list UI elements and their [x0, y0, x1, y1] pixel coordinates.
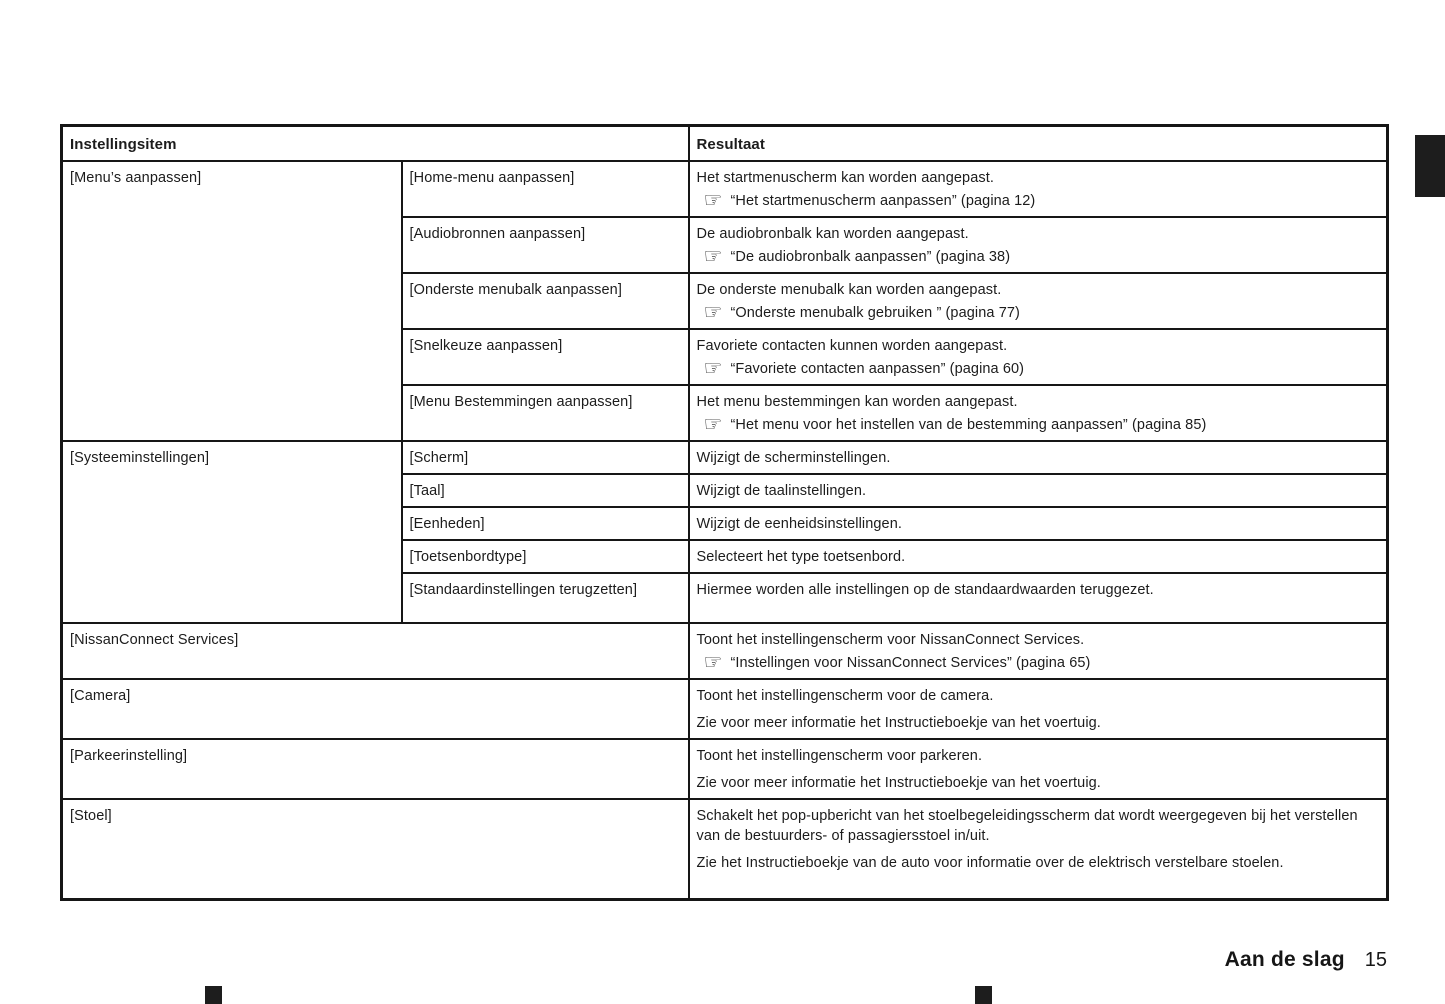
table-header-instellingsitem: Instellingsitem [60, 124, 690, 162]
setting-item-cell: [Audiobronnen aanpassen] [400, 216, 690, 274]
result-cell: De onderste menubalk kan worden aangepas… [687, 272, 1389, 330]
table-row: [Eenheden] Wijzigt de eenheidsinstellinge… [62, 506, 1389, 541]
result-text: Schakelt het pop-upbericht van het stoel… [696, 808, 1358, 844]
result-cell: Selecteert het type toetsenbord. [687, 539, 1389, 574]
table-row: [Parkeerinstelling] Toont het instellinge… [60, 738, 1389, 800]
bottom-print-marker-right [975, 986, 992, 1004]
page-reference-icon: ☞ [703, 412, 723, 436]
footer-section-title: Aan de slag [1224, 948, 1345, 971]
result-cell: Hiermee worden alle instellingen op de s… [687, 572, 1389, 624]
setting-item-cell: [Eenheden] [400, 506, 690, 541]
result-cell: Favoriete contacten kunnen worden aangep… [687, 328, 1389, 386]
footer-page-number: 15 [1364, 949, 1387, 971]
result-text: Zie het Instructieboekje van de auto voo… [696, 855, 1284, 871]
setting-group-cell: [Menu’s aanpassen] [60, 160, 403, 442]
page-reference-text: “De audiobronbalk aanpassen” (pagina 38) [730, 249, 1011, 265]
setting-item-cell: [Onderste menubalk aanpassen] [400, 272, 690, 330]
table-row: [Menu’s aanpassen] [Home-menu aanpassen] H… [60, 160, 1389, 442]
settings-table-body: [Menu’s aanpassen] [Home-menu aanpassen] H… [60, 160, 1389, 900]
table-header-row: Instellingsitem Resultaat [60, 124, 1389, 162]
result-text: Favoriete contacten kunnen worden aangep… [696, 338, 1008, 354]
setting-item-cell: [Parkeerinstelling] [60, 738, 690, 800]
result-cell: Het menu bestemmingen kan worden aangepa… [687, 384, 1389, 442]
page-reference-line: ☞ “De audiobronbalk aanpassen” (pagina 38… [697, 244, 1379, 268]
setting-item-cell: [Snelkeuze aanpassen] [400, 328, 690, 386]
setting-item-cell: [Menu Bestemmingen aanpassen] [400, 384, 690, 442]
page-reference-icon: ☞ [703, 188, 723, 212]
page-reference-line: ☞ “Favoriete contacten aanpassen” (pagina… [697, 356, 1379, 380]
setting-item-cell: [Stoel] [60, 798, 690, 900]
page-reference-line: ☞ “Het menu voor het instellen van de bes… [697, 412, 1379, 436]
settings-table: Instellingsitem Resultaat [Menu’s aanpas… [60, 124, 1389, 901]
table-row: [Onderste menubalk aanpassen] De onderste… [62, 272, 1389, 330]
result-text: Wijzigt de taalinstellingen. [696, 483, 867, 499]
result-cell: Toont het instellingenscherm voor parker… [687, 738, 1389, 800]
page-reference-text: “Onderste menubalk gebruiken ” (pagina 7… [730, 305, 1020, 321]
page-reference-text: “Het startmenuscherm aanpassen” (pagina … [730, 193, 1036, 209]
result-cell: Toont het instellingenscherm voor Nissan… [687, 622, 1389, 680]
table-row: [Snelkeuze aanpassen] Favoriete contacten… [62, 328, 1389, 386]
bottom-print-marker-left [205, 986, 222, 1004]
setting-item-cell: [Home-menu aanpassen] [400, 160, 690, 218]
setting-item-cell: [NissanConnect Services] [60, 622, 690, 680]
table-row: [Toetsenbordtype] Selecteert het type toe… [62, 539, 1389, 574]
chapter-tab-marker [1415, 135, 1445, 197]
setting-item-cell: [Scherm] [400, 440, 690, 475]
page-reference-text: “Het menu voor het instellen van de best… [730, 417, 1207, 433]
page-reference-line: ☞ “Onderste menubalk gebruiken ” (pagina … [697, 300, 1379, 324]
result-text: De audiobronbalk kan worden aangepast. [696, 226, 969, 242]
result-text: Toont het instellingenscherm voor Nissan… [696, 632, 1085, 648]
result-text: Toont het instellingenscherm voor parker… [696, 748, 983, 764]
result-cell: Toont het instellingenscherm voor de cam… [687, 678, 1389, 740]
page-reference-icon: ☞ [703, 244, 723, 268]
table-row: [Audiobronnen aanpassen] De audiobronbalk… [62, 216, 1389, 274]
page-reference-text: “Favoriete contacten aanpassen” (pagina … [730, 361, 1025, 377]
table-row: [Systeeminstellingen] [Scherm] Wijzigt de … [60, 440, 1389, 624]
result-text: Wijzigt de scherminstellingen. [696, 450, 891, 466]
page-reference-line: ☞ “Het startmenuscherm aanpassen” (pagina… [697, 188, 1379, 212]
table-row: [Camera] Toont het instellingenscherm voo… [60, 678, 1389, 740]
result-text: Selecteert het type toetsenbord. [696, 549, 906, 565]
setting-item-cell: [Standaardinstellingen terugzetten] [400, 572, 690, 624]
setting-item-cell: [Taal] [400, 473, 690, 508]
result-cell: Wijzigt de scherminstellingen. [687, 440, 1389, 475]
result-cell: Wijzigt de eenheidsinstellingen. [687, 506, 1389, 541]
page-reference-line: ☞ “Instellingen voor NissanConnect Servic… [697, 650, 1379, 674]
page-reference-icon: ☞ [703, 650, 723, 674]
result-text: Zie voor meer informatie het Instructieb… [696, 715, 1101, 731]
page-reference-icon: ☞ [703, 300, 723, 324]
result-cell: De audiobronbalk kan worden aangepast. ☞ “… [687, 216, 1389, 274]
result-cell: Het startmenuscherm kan worden aangepast… [687, 160, 1389, 218]
table-header-resultaat: Resultaat [687, 124, 1389, 162]
setting-group-cell: [Systeeminstellingen] [60, 440, 403, 624]
result-text: Het startmenuscherm kan worden aangepast… [696, 170, 994, 186]
page-footer: Aan de slag 15 [1225, 948, 1387, 972]
table-row: [Menu Bestemmingen aanpassen] Het menu be… [62, 384, 1389, 442]
result-text: Hiermee worden alle instellingen op de s… [696, 582, 1154, 598]
result-text: Wijzigt de eenheidsinstellingen. [696, 516, 903, 532]
table-row: [Stoel] Schakelt het pop-upbericht van he… [60, 798, 1389, 900]
setting-item-cell: [Toetsenbordtype] [400, 539, 690, 574]
page-reference-icon: ☞ [703, 356, 723, 380]
setting-item-cell: [Camera] [60, 678, 690, 740]
table-row: [Standaardinstellingen terugzetten] Hierm… [62, 572, 1389, 624]
result-text: Toont het instellingenscherm voor de cam… [696, 688, 994, 704]
table-row: [NissanConnect Services] Toont het instel… [60, 622, 1389, 680]
table-row: [Taal] Wijzigt de taalinstellingen. [62, 473, 1389, 508]
result-text: De onderste menubalk kan worden aangepas… [696, 282, 1002, 298]
result-text: Het menu bestemmingen kan worden aangepa… [696, 394, 1018, 410]
result-cell: Wijzigt de taalinstellingen. [687, 473, 1389, 508]
page-reference-text: “Instellingen voor NissanConnect Service… [730, 655, 1091, 671]
result-text: Zie voor meer informatie het Instructieb… [696, 775, 1101, 791]
result-cell: Schakelt het pop-upbericht van het stoel… [687, 798, 1389, 900]
